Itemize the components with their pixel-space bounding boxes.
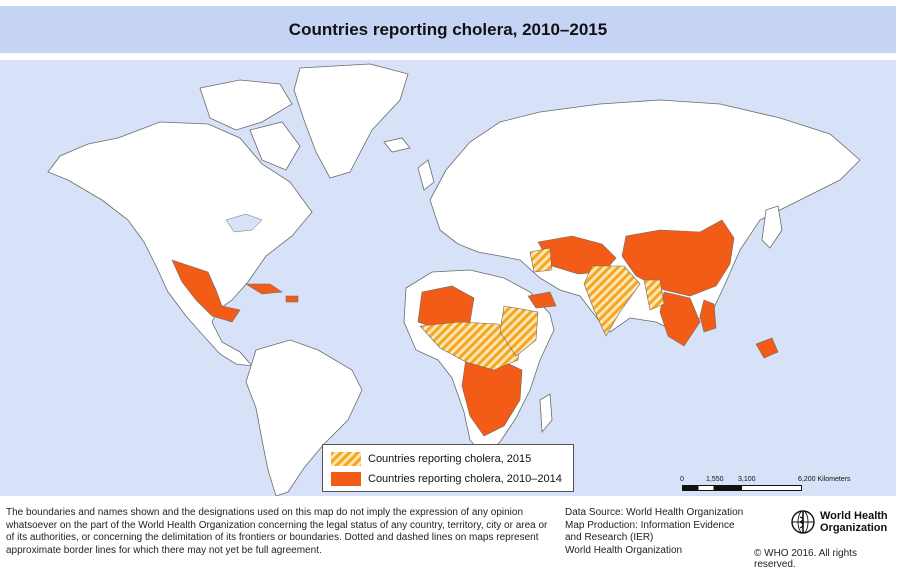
copyright: © WHO 2016. All rights reserved. [754,548,857,570]
scale-bar-graphic [682,485,802,491]
legend-label-2015: Countries reporting cholera, 2015 [368,453,532,465]
who-emblem-icon [791,510,815,534]
japan [761,205,783,249]
disclaimer-text: The boundaries and names shown and the d… [6,507,548,556]
south-america [245,339,363,496]
philippines [699,299,717,333]
who-name: World Health Organization [820,510,900,534]
source-line-3: and Research (IER) [565,532,654,543]
map-area [0,60,896,496]
legend-item-2010-2014: Countries reporting cholera, 2010–2014 [331,472,562,486]
world-map [47,63,861,496]
source-line-2: Map Production: Information Evidence [565,519,735,531]
legend: Countries reporting cholera, 2015 Countr… [322,444,574,492]
scale-bar: 0 1,550 3,100 6,200 Kilometers [680,476,860,494]
scale-label-1: 1,550 [706,476,724,483]
scale-label-2: 3,100 [738,476,756,483]
scale-label-3: 6,200 Kilometers [798,476,851,483]
legend-label-2010-2014: Countries reporting cholera, 2010–2014 [368,473,562,485]
west-africa [417,285,475,331]
east-africa [499,305,539,357]
hispaniola [285,295,299,303]
myanmar-region [643,279,665,311]
legend-swatch-solid [331,472,361,486]
who-name-line-1: World Health [820,510,888,522]
british-isles [417,159,435,191]
afghanistan-region [529,247,553,273]
who-name-line-2: Organization [820,522,888,534]
legend-swatch-hatched [331,452,361,466]
source-line-1: Data Source: World Health Organization [565,507,744,518]
central-africa [419,321,521,371]
yemen [527,291,557,309]
madagascar [539,393,553,434]
baffin-island [249,121,301,171]
china [621,219,735,297]
title-bar: Countries reporting cholera, 2010–2015 [0,6,896,53]
great-lakes [225,213,263,233]
papua-new-guinea [755,337,779,359]
iceland [383,137,411,153]
india [583,265,641,337]
legend-item-2015: Countries reporting cholera, 2015 [331,452,531,466]
source-line-4: World Health Organization [565,544,683,556]
data-source: Data Source: World Health Organization M… [565,507,765,557]
greenland [293,63,409,179]
scale-label-zero: 0 [680,476,684,483]
eurasia [429,99,861,333]
southeast-asia [659,291,701,347]
arctic-islands [199,79,293,131]
north-america [47,121,313,367]
cuba [244,283,283,295]
south-asia-west [537,235,617,275]
map-title: Countries reporting cholera, 2010–2015 [288,19,608,39]
mexico [171,259,241,323]
